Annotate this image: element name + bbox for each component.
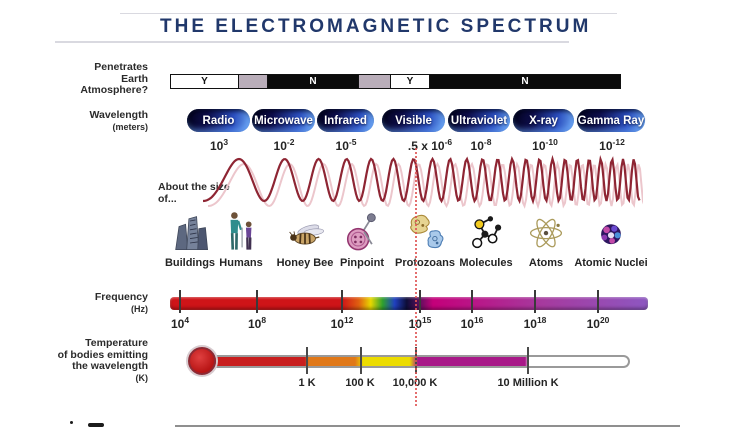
wavelength-value: 103 <box>209 137 229 153</box>
frequency-bar <box>170 297 648 310</box>
thermometer-stem <box>208 355 630 368</box>
size-item-label: Buildings <box>164 257 216 269</box>
cutoff-artifact <box>70 421 73 424</box>
frequency-tick <box>471 290 473 313</box>
size-item-label: Atomic Nuclei <box>574 257 648 269</box>
temperature-tick-label: 10 Million K <box>497 377 559 389</box>
band-radio: Radio <box>187 109 250 132</box>
band-microwave: Microwave <box>252 109 315 132</box>
band-ultraviolet: Ultraviolet <box>448 109 510 132</box>
humans-icon <box>204 208 278 254</box>
frequency-tick-label: 104 <box>170 315 190 331</box>
molecules-icon <box>449 208 523 254</box>
temperature-tick-label: 100 K <box>345 377 375 389</box>
size-item-molecules: Molecules <box>449 208 523 269</box>
frequency-tick-label: 1020 <box>586 315 610 331</box>
wavelength-value: 10-2 <box>273 137 295 153</box>
frequency-tick-label: 1012 <box>330 315 354 331</box>
size-item-label: Protozoans <box>395 257 455 269</box>
atmosphere-segment: N <box>429 74 621 89</box>
buildings-icon <box>153 208 227 254</box>
frequency-row-label: Frequency (Hz) <box>94 291 148 314</box>
band-visible: Visible <box>382 109 445 132</box>
chirp-wave <box>203 154 643 210</box>
size-row-label: About the size of... <box>158 181 230 205</box>
wavelength-value: 10-10 <box>532 137 558 153</box>
frequency-tick-label: 1018 <box>523 315 547 331</box>
frequency-tick <box>534 290 536 313</box>
wavelength-value: 10-5 <box>335 137 357 153</box>
size-item-atoms: Atoms <box>509 208 583 269</box>
wavelength-value: 10-12 <box>599 137 625 153</box>
size-item-pinpoint: Pinpoint <box>325 208 399 269</box>
atmosphere-bar: Y N Y N <box>170 74 627 89</box>
temperature-tick <box>360 347 362 374</box>
temperature-tick <box>306 347 308 374</box>
size-item-label: Humans <box>219 257 263 269</box>
frequency-tick-label: 1015 <box>408 315 432 331</box>
frequency-tick-label: 108 <box>247 315 267 331</box>
temperature-tick <box>527 347 529 374</box>
honeybee-icon <box>268 208 342 254</box>
size-item-honeybee: Honey Bee <box>268 208 342 269</box>
band-infrared: Infrared <box>317 109 374 132</box>
page-title: THE ELECTROMAGNETIC SPECTRUM <box>160 16 592 37</box>
atmosphere-row-label: Penetrates Earth Atmosphere? <box>80 61 148 96</box>
thermometer-bulb <box>188 347 216 375</box>
frequency-tick <box>597 290 599 313</box>
temperature-row-label: Temperature of bodies emitting the wavel… <box>57 337 148 383</box>
frequency-tick <box>419 290 421 313</box>
atmosphere-segment: Y <box>390 74 430 89</box>
wavelength-row-label: Wavelength (meters) <box>89 109 148 132</box>
atmosphere-segment <box>358 74 391 89</box>
size-item-protozoans: Protozoans <box>388 208 462 269</box>
size-item-label: Honey Bee <box>276 257 334 269</box>
atmosphere-segment: N <box>267 74 359 89</box>
pinpoint-icon <box>325 208 399 254</box>
wavelength-value: .5 x 10-6 <box>407 137 453 153</box>
band-gammaray: Gamma Ray <box>577 109 645 132</box>
frequency-tick-label: 1016 <box>460 315 484 331</box>
atoms-icon <box>509 208 583 254</box>
size-item-atomic-nuclei: Atomic Nuclei <box>574 208 648 269</box>
title-top-rule <box>120 13 617 14</box>
size-item-label: Molecules <box>459 257 513 269</box>
size-item-buildings: Buildings <box>153 208 227 269</box>
frequency-tick <box>341 290 343 313</box>
size-item-humans: Humans <box>204 208 278 269</box>
size-item-label: Atoms <box>528 257 564 269</box>
visible-light-marker-line <box>415 148 417 406</box>
atomic-nuclei-icon <box>574 208 648 254</box>
size-item-label: Pinpoint <box>340 257 384 269</box>
frequency-tick <box>179 290 181 313</box>
wavelength-value: 10-8 <box>470 137 492 153</box>
cutoff-artifact <box>88 423 104 427</box>
frequency-tick <box>256 290 258 313</box>
title-bottom-rule <box>55 41 569 43</box>
temperature-tick-label: 1 K <box>298 377 316 389</box>
atmosphere-segment: Y <box>170 74 239 89</box>
cutoff-bottom-rule <box>175 425 680 427</box>
band-xray: X-ray <box>513 109 574 132</box>
atmosphere-segment <box>238 74 268 89</box>
